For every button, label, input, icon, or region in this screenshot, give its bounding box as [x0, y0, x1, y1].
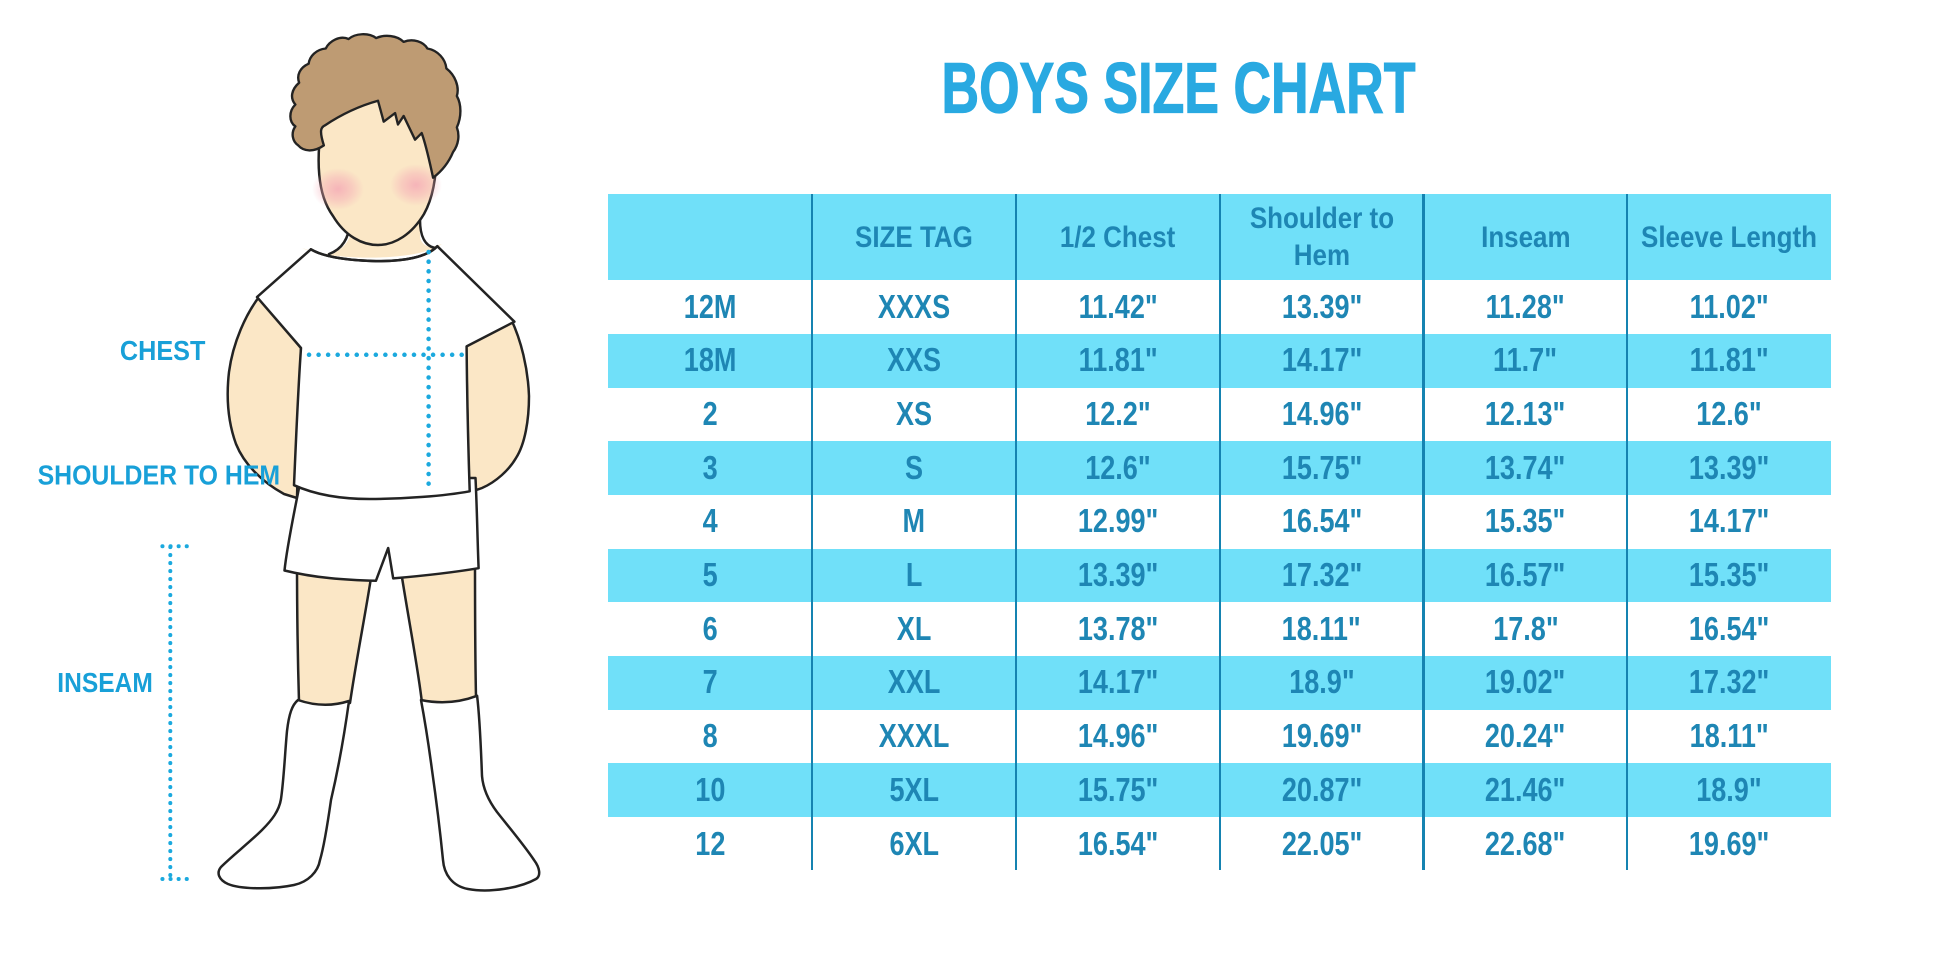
svg-text:SHOULDER TO HEM: SHOULDER TO HEM: [38, 460, 281, 491]
svg-text:BOYS SIZE CHART: BOYS SIZE CHART: [942, 50, 1416, 129]
svg-text:INSEAM: INSEAM: [57, 667, 153, 698]
svg-text:CHEST: CHEST: [120, 335, 205, 366]
